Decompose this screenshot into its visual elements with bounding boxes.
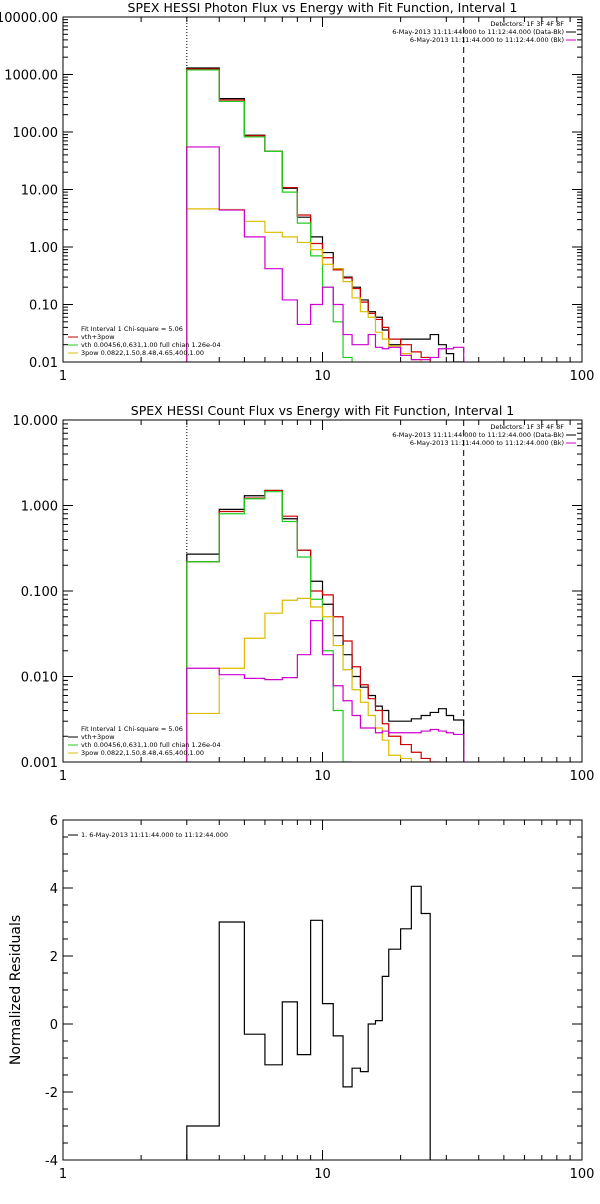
legend-entry: vth+3pow: [81, 733, 115, 741]
series-vth: [186, 491, 353, 762]
x-axis: 1 10 100: [59, 420, 595, 784]
y-axis: 0.01 0.10 1.00 10.00 100.00 1000.00 10000.00: [0, 11, 582, 371]
legend-legend_bottomleft: Fit Interval 1 Chi-square = 5.06vth+3pow…: [68, 725, 221, 757]
y-tick-label: 0.01: [29, 356, 58, 371]
series-data-bk: [186, 67, 465, 362]
x-tick-label: 1: [59, 1167, 67, 1182]
plot-frame: [62, 419, 583, 763]
data-series: [186, 67, 465, 362]
legend-entry: Detectors: 1F 3F 4F 8F: [490, 20, 564, 28]
y-tick-label: 10.00: [21, 184, 58, 199]
x-tick-label: 1: [59, 769, 67, 784]
y-tick-label: -2: [45, 1086, 58, 1101]
x-tick-label: 10: [314, 369, 331, 384]
legend-entry: 6-May-2013 11:11:44.000 to 11:12:44.000 …: [392, 431, 564, 439]
series-vth: [186, 69, 353, 362]
x-tick-label: 10: [314, 1167, 331, 1182]
y-tick-label: 4: [50, 882, 58, 897]
series-data-bk: [186, 489, 465, 762]
y-tick-label: 1.000: [21, 500, 58, 515]
legend-entry: vth+3pow: [81, 333, 115, 341]
series-bk: [186, 146, 465, 362]
y-axis: -4 -2 0 2 4 6: [45, 814, 582, 1169]
x-axis: 1 10 100: [59, 820, 595, 1182]
y-axis: 0.001 0.010 0.100 1.000 10.000: [13, 414, 582, 771]
series-3pow: [186, 597, 422, 762]
x-tick-label: 10: [314, 769, 331, 784]
chart-2: SPEX HESSI Count Flux vs Energy with Fit…: [13, 403, 595, 784]
legend-entry: 3pow 0.0822,1.50,8.48,4.65,400,1.00: [81, 349, 204, 357]
legend-legend_topright: Detectors: 1F 3F 4F 8F6-May-2013 11:11:4…: [392, 423, 576, 447]
legend-entry: 6-May-2013 11:11:44.000 to 11:12:44.000 …: [410, 36, 564, 44]
y-tick-label: 1.00: [29, 241, 58, 256]
y-tick-label: 0.100: [21, 585, 58, 600]
series-3pow: [186, 208, 422, 362]
y-tick-label: 2: [50, 950, 58, 965]
data-series: [186, 489, 465, 762]
x-tick-label: 100: [570, 369, 595, 384]
y-axis-label: Normalized Residuals: [8, 915, 24, 1065]
y-tick-label: 0.010: [21, 671, 58, 686]
legend-legend_bottomleft: Fit Interval 1 Chi-square = 5.06vth+3pow…: [68, 325, 221, 357]
chart-1: SPEX HESSI Photon Flux vs Energy with Fi…: [0, 0, 594, 384]
legend-legend_topright: Detectors: 1F 3F 4F 8F6-May-2013 11:11:4…: [392, 20, 576, 44]
y-tick-label: 0.001: [21, 756, 58, 771]
legend-entry: vth 0.00456,0.631,1.00 full chian 1.26e-…: [81, 341, 221, 349]
legend-entry: 6-May-2013 11:11:44.000 to 11:12:44.000 …: [410, 439, 564, 447]
legend-entry: 1. 6-May-2013 11:11:44.000 to 11:12:44.0…: [81, 831, 228, 839]
chart-3: 1 10 100 -4 -2 0 2 4 6 Normalized Residuals 1. 6-M…: [8, 814, 594, 1182]
y-tick-label: 100.00: [13, 126, 59, 141]
series-1-: [186, 885, 431, 1160]
legend-entry: 6-May-2013 11:11:44.000 to 11:12:44.000 …: [392, 28, 564, 36]
chart-title: SPEX HESSI Count Flux vs Energy with Fit…: [131, 403, 514, 418]
legend-entry: Fit Interval 1 Chi-square = 5.06: [81, 325, 183, 333]
legend-legend_topleft: 1. 6-May-2013 11:11:44.000 to 11:12:44.0…: [68, 831, 228, 839]
legend-entry: Fit Interval 1 Chi-square = 5.06: [81, 725, 183, 733]
legend-entry: 3pow 0.0822,1.50,8.48,4.65,400,1.00: [81, 749, 204, 757]
y-tick-label: -4: [45, 1154, 58, 1169]
plot-frame: [62, 16, 583, 363]
y-tick-label: 10000.00: [0, 11, 58, 26]
chart-title: SPEX HESSI Photon Flux vs Energy with Fi…: [128, 0, 518, 15]
data-series: [186, 885, 431, 1160]
series-vth-3pow: [186, 489, 440, 762]
x-tick-label: 1: [59, 369, 67, 384]
y-tick-label: 0.10: [29, 299, 58, 314]
y-tick-label: 6: [50, 814, 58, 829]
x-tick-label: 100: [570, 769, 595, 784]
legend-entry: vth 0.00456,0.631,1.00 full chian 1.26e-…: [81, 741, 221, 749]
plot-frame: [62, 819, 583, 1161]
legend-entry: Detectors: 1F 3F 4F 8F: [490, 423, 564, 431]
y-tick-label: 1000.00: [4, 69, 58, 84]
x-tick-label: 100: [570, 1167, 595, 1182]
y-tick-label: 0: [50, 1018, 58, 1033]
y-tick-label: 10.000: [13, 414, 59, 429]
series-vth-3pow: [186, 68, 431, 362]
series-bk: [186, 620, 465, 762]
